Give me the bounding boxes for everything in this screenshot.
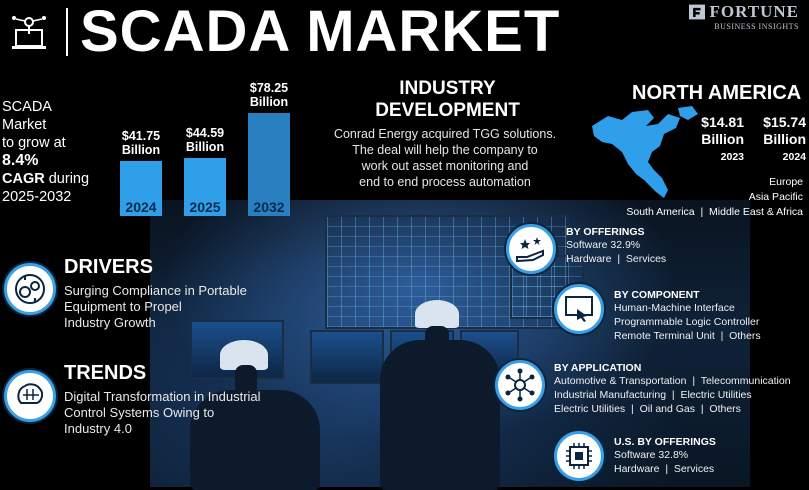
trends-icon-circle xyxy=(4,370,56,422)
brand-logo: FORTUNE BUSINESS INSIGHTS xyxy=(689,2,799,31)
segment-line: Software 32.9% xyxy=(566,239,641,251)
north-america-title: NORTH AMERICA xyxy=(632,82,802,104)
segment-component: BY COMPONENT Human-Machine Interface Pro… xyxy=(614,289,761,343)
gears-icon xyxy=(15,274,45,304)
growth-summary: SCADA Market to grow at 8.4% CAGR during… xyxy=(2,98,112,206)
segment-heading: BY COMPONENT xyxy=(614,289,700,301)
touch-screen-icon xyxy=(565,296,593,322)
map-icon xyxy=(592,106,698,198)
drivers-text: Surging Compliance in Portable Equipment… xyxy=(64,283,247,331)
laptop-network-icon xyxy=(12,16,46,49)
industry-line: work out asset monitoring and xyxy=(361,159,529,173)
industry-heading: INDUSTRY DEVELOPMENT xyxy=(335,78,560,122)
na-2023-amount: $14.81 xyxy=(701,114,744,130)
industry-text: Conrad Energy acquired TGG solutions. Th… xyxy=(325,126,565,190)
trends-line: Industry 4.0 xyxy=(64,421,132,436)
region-line: Europe xyxy=(769,176,803,188)
segment-heading: BY OFFERINGS xyxy=(566,226,645,238)
segment-line: Automotive & Transportation | Telecommun… xyxy=(554,375,791,387)
header-icon xyxy=(6,10,52,56)
trends-line: Control Systems Owing to xyxy=(64,405,215,420)
na-2024-unit: Billion xyxy=(763,131,806,147)
growth-line1: SCADA xyxy=(2,99,52,115)
hand-stars-icon xyxy=(516,237,544,263)
segment-heading: BY APPLICATION xyxy=(554,362,642,374)
bar-value-label: $44.59 Billion xyxy=(185,126,225,154)
na-year-2023: 2023 xyxy=(720,151,744,163)
growth-period: 2025-2032 xyxy=(2,189,72,205)
brand-sub: BUSINESS INSIGHTS xyxy=(714,22,799,31)
page-title: SCADA MARKET xyxy=(80,0,561,64)
drivers-heading: DRIVERS xyxy=(64,256,153,278)
other-regions: Europe Asia Pacific South America | Midd… xyxy=(626,175,803,220)
drivers-line: Surging Compliance in Portable xyxy=(64,283,247,298)
segment-line: Programmable Logic Controller xyxy=(614,316,760,328)
drivers-icon-circle xyxy=(4,263,56,315)
bar-value-label: $78.25 Billion xyxy=(249,81,289,109)
industry-heading-line1: INDUSTRY xyxy=(399,78,496,99)
segment-line: Software 32.8% xyxy=(614,449,689,461)
growth-line2: Market xyxy=(2,117,47,133)
trends-text: Digital Transformation in Industrial Con… xyxy=(64,389,261,437)
brain-circuit-icon xyxy=(17,383,44,404)
north-america-map-icon xyxy=(588,104,708,204)
title-divider xyxy=(66,8,68,56)
brand-mark-icon xyxy=(689,4,706,20)
growth-line3: to grow at xyxy=(2,135,66,151)
segment-line: Hardware | Services xyxy=(614,463,715,475)
industry-line: end to end process automation xyxy=(359,175,531,189)
trends-heading: TRENDS xyxy=(64,362,147,384)
segment-heading: U.S. BY OFFERINGS xyxy=(614,436,716,448)
segment-line: Hardware | Services xyxy=(566,253,667,265)
growth-cagr: 8.4% xyxy=(2,152,39,169)
segment-line: Human-Machine Interface xyxy=(614,302,735,314)
segment-line: Electric Utilities | Oil and Gas | Other… xyxy=(554,403,741,415)
bar-value-label: $41.75 Billion xyxy=(121,129,161,157)
segment-line: Industrial Manufacturing | Electric Util… xyxy=(554,389,752,401)
industry-line: The deal will help the company to xyxy=(352,143,538,157)
trends-line: Digital Transformation in Industrial xyxy=(64,389,261,404)
na-year-2024: 2024 xyxy=(782,151,806,163)
brand-name: FORTUNE xyxy=(709,2,799,21)
segment-us-offerings: U.S. BY OFFERINGS Software 32.8% Hardwar… xyxy=(614,436,716,476)
growth-cagr-label: CAGR xyxy=(2,171,45,187)
drivers-line: Equipment to Propel xyxy=(64,299,182,314)
na-value-2023: $14.81 Billion xyxy=(696,114,744,148)
network-icon xyxy=(505,368,535,402)
component-icon-circle xyxy=(554,284,604,334)
application-icon-circle xyxy=(495,360,545,410)
us-offerings-icon-circle xyxy=(554,431,604,481)
chip-icon xyxy=(566,443,592,469)
na-2024-amount: $15.74 xyxy=(763,114,806,130)
na-value-2024: $15.74 Billion xyxy=(752,114,806,148)
region-line: South America | Middle East & Africa xyxy=(626,206,803,218)
segment-line: Remote Terminal Unit | Others xyxy=(614,330,761,342)
region-line: Asia Pacific xyxy=(748,191,803,203)
na-2023-unit: Billion xyxy=(701,131,744,147)
industry-line: Conrad Energy acquired TGG solutions. xyxy=(333,127,557,141)
segment-offerings: BY OFFERINGS Software 32.9% Hardware | S… xyxy=(566,226,666,266)
drivers-line: Industry Growth xyxy=(64,315,156,330)
industry-heading-line2: DEVELOPMENT xyxy=(375,100,520,121)
segment-application: BY APPLICATION Automotive & Transportati… xyxy=(554,362,791,416)
growth-during: during xyxy=(44,171,90,187)
offerings-icon-circle xyxy=(506,224,556,274)
